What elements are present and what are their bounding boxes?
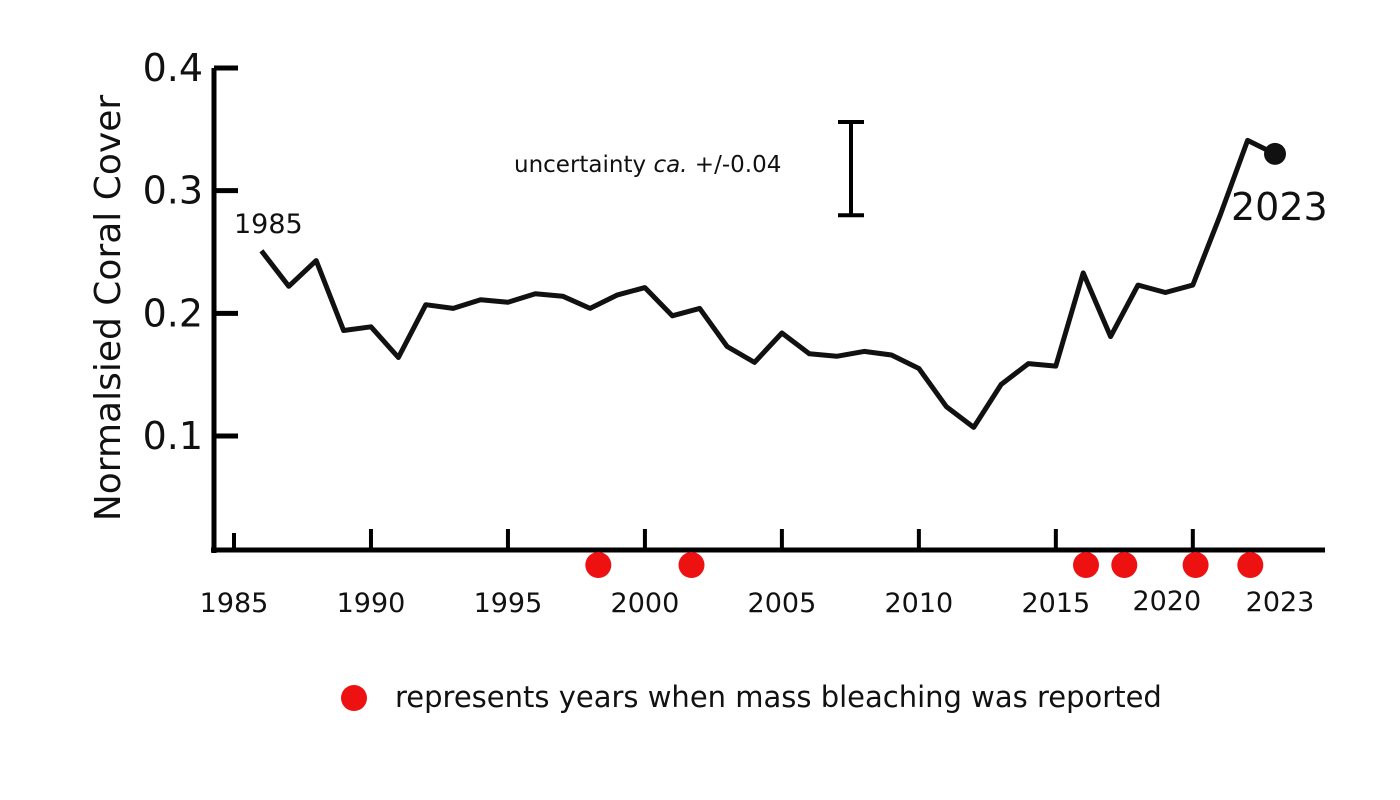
x-tick-label: 2005 (748, 588, 817, 619)
x-tick-label: 1990 (337, 588, 406, 619)
x-tick-label: 1995 (474, 588, 543, 619)
x-ticks: 1985 1990 1995 2000 2005 2010 2015 2020 2023 (200, 529, 1315, 619)
legend-bleaching-marker (341, 685, 367, 711)
bleaching-marker (585, 552, 612, 578)
bleaching-marker (1073, 552, 1099, 578)
x-tick-label: 2015 (1021, 588, 1090, 619)
uncertainty-label-italic: ca. (653, 152, 687, 178)
legend-text: represents years when mass bleaching was… (395, 680, 1162, 714)
y-axis-label: Normalsied Coral Cover (88, 95, 129, 522)
uncertainty-label-prefix: uncertainty (514, 152, 653, 178)
start-year-label: 1985 (234, 209, 303, 240)
x-tick-label: 2023 (1246, 587, 1315, 618)
end-point-2023 (1264, 142, 1286, 165)
x-tick-label: 2010 (885, 588, 954, 619)
bleaching-marker (1182, 552, 1209, 578)
end-year-label: 2023 (1231, 185, 1328, 229)
x-tick-label: 2000 (611, 588, 680, 619)
legend: represents years when mass bleaching was… (341, 680, 1162, 714)
uncertainty-label: uncertainty ca. +/-0.04 (514, 152, 781, 178)
uncertainty-label-suffix: +/-0.04 (688, 152, 782, 178)
x-tick-label: 1985 (200, 588, 269, 619)
bleaching-marker (1111, 552, 1138, 578)
y-tick-label: 0.1 (143, 414, 203, 458)
y-tick-label: 0.2 (143, 291, 203, 335)
uncertainty-indicator: uncertainty ca. +/-0.04 (514, 119, 864, 218)
series-line-coral-cover (259, 137, 1277, 430)
y-ticks: 0.4 0.3 0.2 0.1 (143, 46, 238, 458)
x-tick-label: 2020 (1132, 586, 1201, 617)
bleaching-marker (1237, 552, 1264, 578)
y-tick-label: 0.3 (143, 169, 203, 213)
y-tick-label: 0.4 (143, 46, 203, 90)
bleaching-marker (678, 552, 705, 578)
bleaching-markers (585, 552, 1264, 578)
